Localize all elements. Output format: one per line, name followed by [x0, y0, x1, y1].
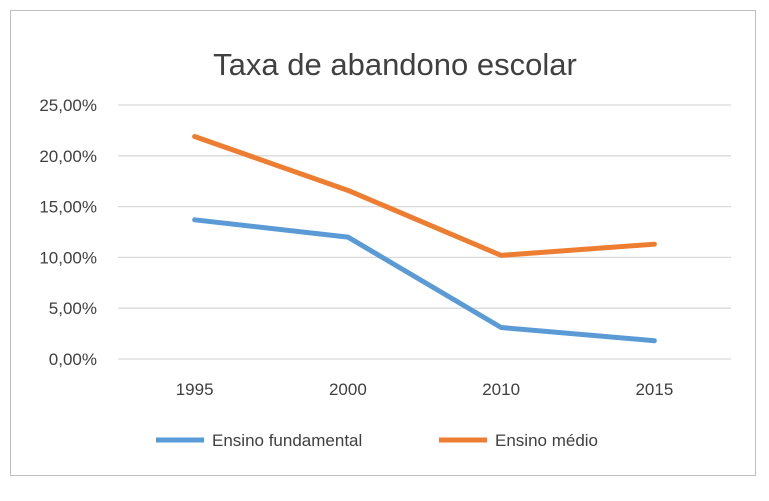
- legend-label: Ensino fundamental: [212, 431, 362, 450]
- y-tick-label: 20,00%: [39, 147, 97, 166]
- line-chart: Taxa de abandono escolar 0,00% 5,00% 10,00…: [39, 47, 731, 450]
- y-tick-label: 25,00%: [39, 96, 97, 115]
- x-tick-label: 2015: [635, 380, 673, 399]
- y-tick-label: 0,00%: [49, 350, 97, 369]
- gridlines: [118, 104, 731, 360]
- y-tick-label: 15,00%: [39, 198, 97, 217]
- y-tick-label: 5,00%: [49, 299, 97, 318]
- x-tick-label: 1995: [176, 380, 214, 399]
- x-axis-ticks: 1995 2000 2010 2015: [176, 380, 674, 399]
- y-tick-label: 10,00%: [39, 248, 97, 267]
- series-lines: [192, 133, 657, 344]
- x-tick-label: 2010: [482, 380, 520, 399]
- legend: Ensino fundamental Ensino médio: [156, 431, 598, 450]
- legend-label: Ensino médio: [495, 431, 598, 450]
- series-line-2: [192, 133, 657, 258]
- y-axis-ticks: 0,00% 5,00% 10,00% 15,00% 20,00% 25,00%: [39, 96, 97, 369]
- chart-frame: Taxa de abandono escolar 0,00% 5,00% 10,00…: [10, 10, 756, 476]
- series-line-1: [192, 217, 657, 344]
- x-tick-label: 2000: [329, 380, 367, 399]
- chart-title: Taxa de abandono escolar: [213, 47, 577, 82]
